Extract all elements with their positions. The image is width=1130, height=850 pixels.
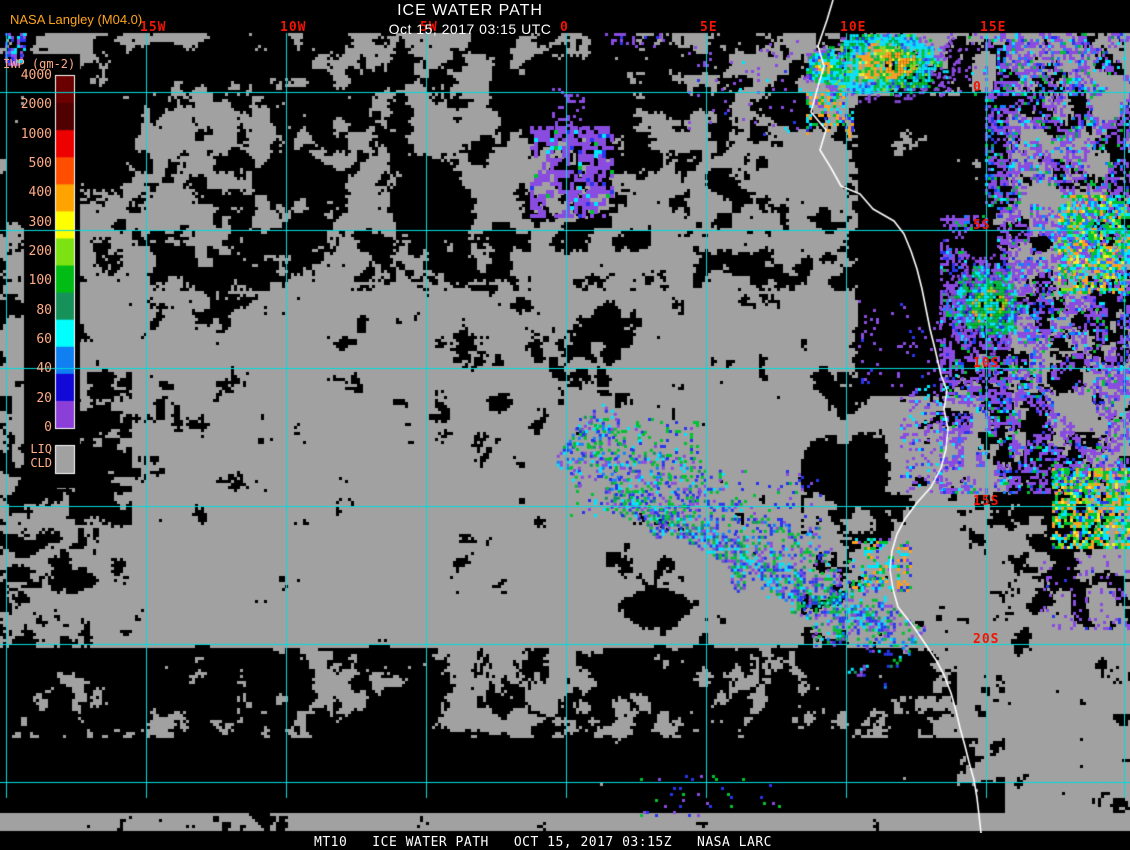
footer-bar: MT10 ICE WATER PATH OCT 15, 2017 03:15Z … xyxy=(0,833,1130,850)
legend-value-100: 100 xyxy=(28,273,52,289)
lat-label-10S: 10S xyxy=(973,356,1000,371)
liq-cloud-label-line2: CLD xyxy=(30,456,52,470)
legend-value-2000: 2000 xyxy=(20,97,52,113)
lon-label-5W: 5W xyxy=(420,20,438,35)
legend-value-1000: 1000 xyxy=(20,126,52,142)
lon-label-10E: 10E xyxy=(840,20,867,35)
lat-label-15S: 15S xyxy=(973,494,1000,509)
lat-label-20S: 20S xyxy=(973,632,1000,647)
credit-label: NASA Langley (M04.0) xyxy=(10,12,143,27)
legend-title: IWP (gm-2) xyxy=(3,57,76,71)
lon-label-15E: 15E xyxy=(980,20,1007,35)
legend-value-40: 40 xyxy=(36,361,52,377)
legend-value-400: 400 xyxy=(28,185,52,201)
lat-label-0: 0 xyxy=(973,80,982,95)
legend-value-20: 20 xyxy=(36,390,52,406)
legend-value-4000: 4000 xyxy=(20,68,52,83)
legend-value-300: 300 xyxy=(28,214,52,230)
footer-text: MT10 ICE WATER PATH OCT 15, 2017 03:15Z … xyxy=(314,835,772,850)
lon-label-0: 0 xyxy=(560,20,569,35)
legend-value-60: 60 xyxy=(36,332,52,347)
lat-label-5S: 5S xyxy=(973,218,991,233)
legend-value-500: 500 xyxy=(28,156,52,171)
legend-value-80: 80 xyxy=(36,302,52,318)
legend-value-0: 0 xyxy=(44,420,52,435)
lon-label-15W: 15W xyxy=(140,20,167,35)
legend-value-200: 200 xyxy=(28,244,52,259)
liq-cloud-label-line1: LIQ xyxy=(30,442,52,456)
lon-label-10W: 10W xyxy=(280,20,307,35)
lon-label-5E: 5E xyxy=(700,20,718,35)
